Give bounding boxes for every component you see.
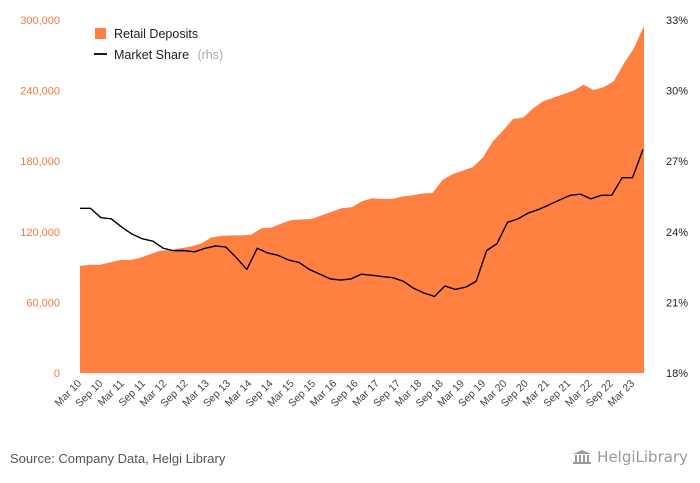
helgi-library-logo: HelgiLibrary <box>572 448 688 466</box>
right-axis-tick-label: 33% <box>666 15 688 27</box>
chart-canvas: 0 60,000 120,000 180,000 240,000 300,000 18% 21… <box>20 15 688 410</box>
legend-label-market-share-group: Market Share (rhs) <box>114 46 223 63</box>
left-axis-tick-label: 240,000 <box>20 86 60 98</box>
left-axis-tick-label: 180,000 <box>20 156 60 168</box>
left-axis-tick-label: 0 <box>54 368 60 380</box>
right-axis-tick-label: 18% <box>666 368 688 380</box>
right-axis-tick-label: 27% <box>666 156 688 168</box>
legend-label-market-share: Market Share <box>114 48 189 62</box>
legend: Retail Deposits Market Share (rhs) <box>94 27 223 63</box>
brand-name: HelgiLibrary <box>597 448 688 466</box>
right-axis-tick-label: 21% <box>666 297 688 309</box>
left-axis-tick-label: 300,000 <box>20 15 60 27</box>
market-share-line <box>80 149 644 298</box>
legend-label-retail-deposits: Retail Deposits <box>114 27 198 41</box>
legend-swatch-retail-deposits <box>95 28 106 39</box>
deposits-area-layer <box>80 25 644 373</box>
retail-deposits-area <box>80 25 644 373</box>
left-axis-tick-label: 120,000 <box>20 227 60 239</box>
library-building-icon <box>573 450 592 464</box>
right-axis-tick-label: 24% <box>666 227 688 239</box>
left-axis-tick-label: 60,000 <box>26 297 60 309</box>
right-axis-tick-label: 30% <box>666 86 688 98</box>
source-note: Source: Company Data, Helgi Library <box>10 451 226 466</box>
market-share-line-layer <box>80 149 644 298</box>
legend-note-rhs: (rhs) <box>197 48 223 62</box>
